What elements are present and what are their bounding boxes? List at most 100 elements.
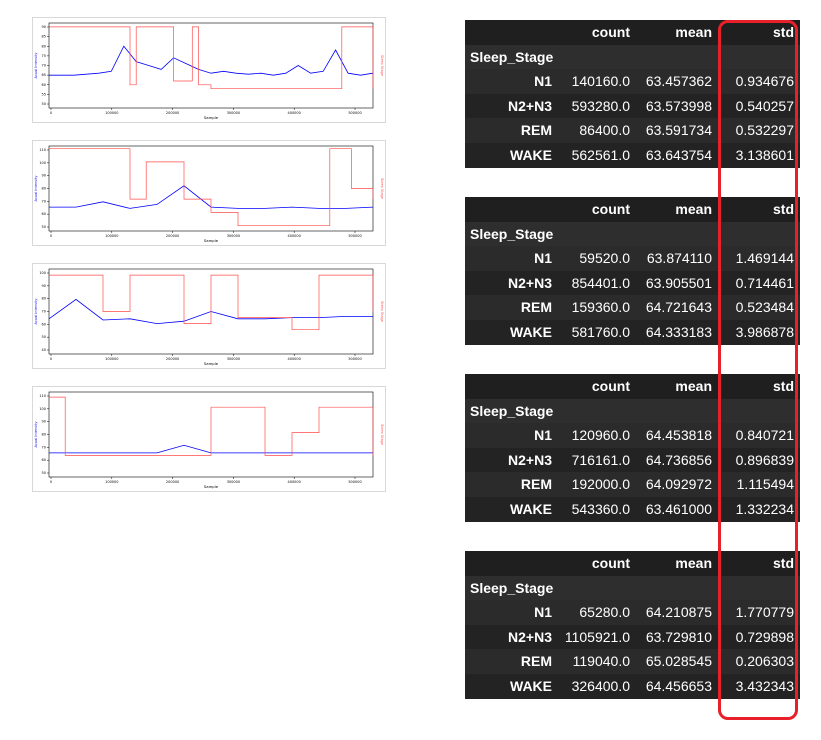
y-axis-label-left: Acual Intensity: [34, 53, 38, 79]
y-tick-label: 100: [39, 271, 46, 275]
plot-2: 0 100000 200000 300000 400000 500000 50 60 70 80 9…: [32, 140, 386, 246]
stats-table-4: count mean std Sleep_Stage N1 65280.0 64.21087…: [465, 551, 800, 699]
count-value: 543360.0: [571, 500, 630, 517]
header-count: count: [591, 555, 630, 571]
stage-name: N1: [534, 604, 552, 621]
std-value: 0.714461: [735, 274, 794, 291]
x-tick-label: 300000: [227, 111, 240, 115]
y-axis-label-right: Sleep Stage: [380, 424, 384, 445]
mean-value: 63.874110: [646, 250, 712, 267]
y-tick-label: 60: [42, 458, 46, 462]
y-axis-label-left: Acual Intensity: [34, 299, 38, 325]
stage-name: REM: [520, 299, 552, 316]
std-value: 0.729898: [735, 628, 794, 645]
x-tick-label: 500000: [348, 111, 361, 115]
x-tick-label: 300000: [227, 234, 240, 238]
std-value: 3.986878: [735, 323, 794, 340]
stage-name: WAKE: [510, 146, 552, 163]
x-tick-label: 100000: [105, 234, 118, 238]
index-label: Sleep_Stage: [470, 402, 554, 419]
sleep-stage-series-line: [49, 148, 374, 227]
y-axis-label-left: Acual Intensity: [34, 422, 38, 448]
count-value: 581760.0: [571, 323, 630, 340]
index-label: Sleep_Stage: [470, 225, 554, 242]
plot-1-svg: 0 100000 200000 300000 400000 500000 50 55 60 65 7…: [34, 22, 384, 120]
x-tick-label: 300000: [227, 357, 240, 361]
count-value: 716161.0: [571, 451, 630, 468]
table-row: N1 65280.0 64.210875 1.770779: [465, 600, 800, 625]
y-tick-label: 90: [42, 25, 46, 29]
stats-table-2: count mean std Sleep_Stage N1 59520.0 63.87411…: [465, 197, 800, 345]
header-mean: mean: [675, 201, 712, 217]
count-value: 1105921.0: [564, 628, 630, 645]
mean-value: 64.736856: [645, 451, 712, 468]
y-tick-label: 75: [42, 54, 46, 58]
mean-value: 63.905501: [645, 274, 712, 291]
x-tick-label: 200000: [166, 111, 179, 115]
std-value: 1.332234: [735, 500, 794, 517]
table-header-row: count mean std: [465, 551, 800, 576]
y-tick-label: 70: [42, 310, 46, 314]
header-count: count: [591, 24, 630, 40]
stage-name: REM: [520, 122, 552, 139]
sleep-stage-series-line: [49, 396, 374, 456]
table-row: N1 140160.0 63.457362 0.934676: [465, 69, 800, 94]
table-index-row: Sleep_Stage: [465, 221, 800, 247]
x-axis-label: Sample: [204, 361, 219, 366]
mean-value: 63.729810: [645, 628, 712, 645]
x-tick-label: 500000: [348, 480, 361, 484]
header-count: count: [591, 378, 630, 394]
y-tick-label: 50: [42, 225, 46, 229]
mean-value: 63.461000: [645, 500, 712, 517]
stage-name: N2+N3: [508, 628, 552, 645]
x-tick-label: 500000: [348, 357, 361, 361]
count-value: 192000.0: [571, 476, 630, 493]
count-value: 159360.0: [571, 299, 630, 316]
plot-4-svg: 0 100000 200000 300000 400000 500000 50 60 70 80 9…: [34, 391, 384, 489]
std-value: 1.770779: [735, 604, 794, 621]
index-label: Sleep_Stage: [470, 48, 554, 65]
x-tick-label: 300000: [227, 480, 240, 484]
table-index-row: Sleep_Stage: [465, 575, 800, 601]
stage-name: N2+N3: [508, 451, 552, 468]
std-value: 1.115494: [736, 476, 794, 493]
y-tick-label: 50: [42, 335, 46, 339]
x-tick-label: 400000: [288, 111, 301, 115]
x-tick-label: 0: [50, 357, 52, 361]
plot-4: 0 100000 200000 300000 400000 500000 50 60 70 80 9…: [32, 386, 386, 492]
mean-value: 63.643754: [645, 146, 712, 163]
table-row: WAKE 326400.0 64.456653 3.432343: [465, 673, 800, 699]
y-tick-label: 100: [39, 161, 46, 165]
header-std: std: [773, 378, 794, 394]
y-tick-label: 80: [42, 187, 46, 191]
count-value: 854401.0: [571, 274, 630, 291]
stats-table-1: count mean std Sleep_Stage N1 140160.0 63.4573…: [465, 20, 800, 168]
count-value: 59520.0: [579, 250, 630, 267]
y-axis-label-left: Acual Intensity: [34, 176, 38, 202]
x-tick-label: 100000: [105, 111, 118, 115]
stage-name: N2+N3: [508, 274, 552, 291]
count-value: 326400.0: [571, 677, 630, 694]
table-index-row: Sleep_Stage: [465, 44, 800, 70]
plot-frame: [48, 145, 374, 232]
std-value: 0.896839: [735, 451, 794, 468]
count-value: 562561.0: [571, 146, 630, 163]
table-row: WAKE 562561.0 63.643754 3.138601: [465, 142, 800, 168]
header-std: std: [773, 24, 794, 40]
x-tick-label: 200000: [166, 357, 179, 361]
y-tick-label: 90: [42, 284, 46, 288]
x-tick-label: 100000: [105, 357, 118, 361]
y-axis-label-right: Sleep Stage: [380, 178, 384, 199]
y-tick-label: 90: [42, 420, 46, 424]
signal-series-line: [49, 45, 374, 76]
stats-table-3: count mean std Sleep_Stage N1 120960.0 64.4538…: [465, 374, 800, 522]
sleep-stage-series-line: [49, 274, 374, 331]
std-value: 0.523484: [735, 299, 794, 316]
table-row: N2+N3 716161.0 64.736856 0.896839: [465, 447, 800, 473]
x-tick-label: 0: [50, 234, 52, 238]
stage-name: N1: [534, 427, 552, 444]
x-axis-label: Sample: [204, 115, 219, 120]
count-value: 593280.0: [571, 97, 630, 114]
y-axis-label-right: Sleep Stage: [380, 55, 384, 76]
stage-name: REM: [520, 476, 552, 493]
